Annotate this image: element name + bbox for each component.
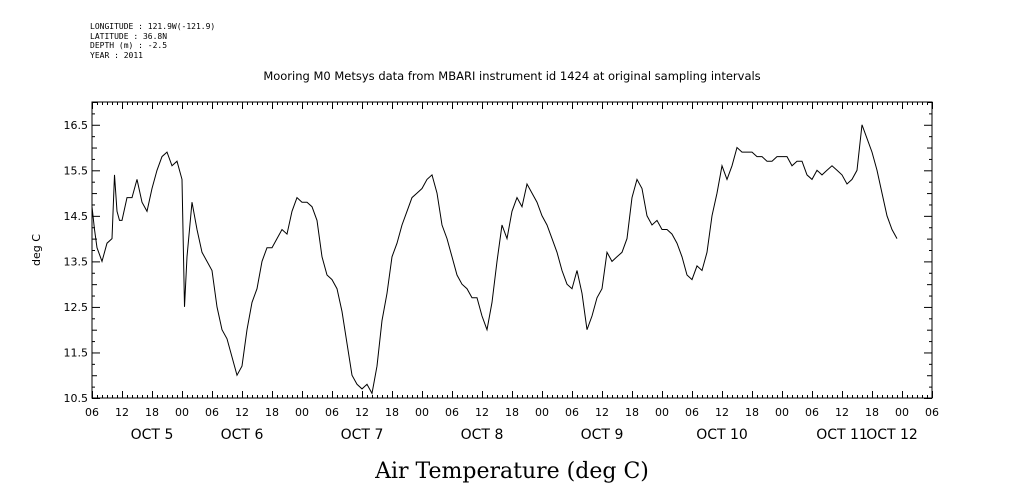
x-tick-label: 18 xyxy=(145,406,159,419)
x-tick-label: 00 xyxy=(295,406,309,419)
x-tick-label: 06 xyxy=(925,406,939,419)
mooring-metadata: LONGITUDE : 121.9W(-121.9) LATITUDE : 36… xyxy=(90,22,215,60)
air-temperature-series-line xyxy=(91,124,898,395)
x-tick-label: 12 xyxy=(595,406,609,419)
x-tick-label: 00 xyxy=(655,406,669,419)
x-tick-label: 12 xyxy=(475,406,489,419)
x-tick-label: 18 xyxy=(745,406,759,419)
y-tick-label: 13.5 xyxy=(64,255,89,268)
x-tick-label: 00 xyxy=(535,406,549,419)
x-day-label: OCT 10 xyxy=(696,427,748,443)
x-tick-label: 00 xyxy=(175,406,189,419)
x-tick-label: 18 xyxy=(265,406,279,419)
x-tick-label: 06 xyxy=(685,406,699,419)
x-tick-label: 06 xyxy=(205,406,219,419)
x-tick-label: 06 xyxy=(325,406,339,419)
x-tick-label: 00 xyxy=(415,406,429,419)
x-tick-label: 12 xyxy=(355,406,369,419)
year-text: YEAR : 2011 xyxy=(90,50,143,60)
x-tick-label: 06 xyxy=(445,406,459,419)
x-axis-title: Air Temperature (deg C) xyxy=(374,459,649,484)
x-tick-label: 18 xyxy=(865,406,879,419)
x-tick-label: 12 xyxy=(235,406,249,419)
y-axis-label: deg C xyxy=(30,234,43,266)
longitude-text: LONGITUDE : 121.9W(-121.9) xyxy=(90,22,216,31)
x-tick-label: 18 xyxy=(505,406,519,419)
y-tick-label: 11.5 xyxy=(64,346,89,359)
x-tick-label: 06 xyxy=(85,406,99,419)
x-tick-label: 18 xyxy=(625,406,639,419)
chart-title: Mooring M0 Metsys data from MBARI instru… xyxy=(263,69,760,83)
x-tick-label: 18 xyxy=(385,406,399,419)
x-tick-label: 00 xyxy=(895,406,909,419)
x-day-label: OCT 7 xyxy=(341,427,384,443)
y-tick-label: 14.5 xyxy=(64,210,89,223)
y-tick-label: 15.5 xyxy=(64,164,89,177)
x-day-label: OCT 6 xyxy=(221,427,264,443)
x-tick-label: 12 xyxy=(835,406,849,419)
x-tick-label: 06 xyxy=(565,406,579,419)
x-day-label: OCT 9 xyxy=(581,427,624,443)
y-tick-label: 16.5 xyxy=(64,119,89,132)
x-day-label: OCT 5 xyxy=(131,427,174,443)
x-tick-label: 00 xyxy=(775,406,789,419)
x-day-label: OCT 8 xyxy=(461,427,504,443)
x-tick-label: 06 xyxy=(805,406,819,419)
latitude-text: LATITUDE : 36.8N xyxy=(90,31,168,41)
x-day-label: OCT 11 xyxy=(816,427,868,443)
x-day-label: OCT 12 xyxy=(866,427,918,443)
x-tick-label: 12 xyxy=(715,406,729,419)
y-tick-label: 12.5 xyxy=(64,301,89,314)
x-tick-label: 12 xyxy=(115,406,129,419)
plot-frame xyxy=(91,101,933,399)
depth-text: DEPTH (m) : -2.5 xyxy=(90,41,168,50)
y-tick-label: 10.5 xyxy=(64,392,89,405)
